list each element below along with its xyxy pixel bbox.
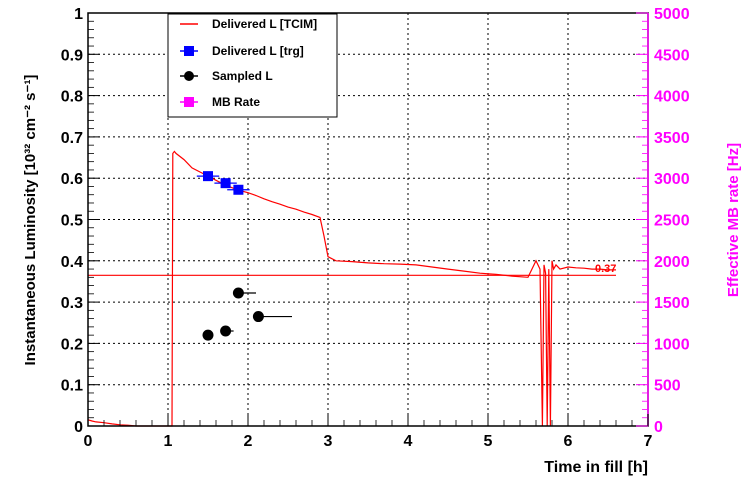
legend-label-mb-rate: MB Rate [212,95,260,109]
y-axis-label-right: Effective MB rate [Hz] [725,143,742,297]
y-tick-label-right: 2500 [654,213,690,230]
series-line-delivered-tcim [87,150,616,427]
point-delivered-trg [233,184,244,195]
y-tick-label-right: 0 [654,419,663,436]
point-sampled [252,311,264,323]
y-tick-label-left: 0.6 [61,171,83,188]
y-tick-label-left: 0.4 [61,254,83,271]
y-tick-label-right: 3000 [654,171,690,188]
data-layer [87,150,616,427]
y-tick-label-left: 0.2 [61,336,83,353]
value-annotation: 0.37 [595,263,616,275]
y-tick-label-left: 0.3 [61,295,83,312]
y-axis-label-left: Instantaneous Luminosity [10³² cm⁻² s⁻¹] [22,75,39,366]
y-tick-label-right: 2000 [654,254,690,271]
legend: Delivered L [TCIM] Delivered L [trg] Sam… [167,13,338,118]
legend-box [167,13,338,118]
grid-lines [88,13,648,426]
x-tick-label: 1 [164,433,173,450]
y-tick-label-right: 500 [654,378,681,395]
legend-swatch-delivered-trg [184,46,194,56]
y-tick-label-right: 1000 [654,336,690,353]
x-tick-label: 3 [324,433,333,450]
x-tick-label: 2 [244,433,253,450]
axis-ticks: 00.10.20.30.40.50.60.70.80.9105001000150… [61,6,690,450]
y-tick-label-left: 0.8 [61,89,83,106]
point-delivered-trg [203,171,213,182]
legend-label-sampled: Sampled L [212,69,273,83]
x-tick-label: 0 [84,433,93,450]
x-tick-label: 5 [484,433,493,450]
point-delivered-trg [220,178,231,189]
legend-swatch-sampled [184,71,194,81]
y-tick-label-left: 0.9 [61,47,83,64]
y-tick-label-right: 3500 [654,130,690,147]
y-tick-label-left: 1 [74,6,83,23]
y-tick-label-left: 0.1 [61,378,83,395]
x-tick-label: 6 [564,433,573,450]
point-sampled [202,329,214,341]
y-tick-label-right: 1500 [654,295,690,312]
point-sampled [232,287,244,299]
y-tick-label-left: 0.5 [61,213,83,230]
y-tick-label-left: 0 [74,419,83,436]
y-tick-label-left: 0.7 [61,130,83,147]
x-tick-label: 4 [404,433,413,450]
y-tick-label-right: 5000 [654,6,690,23]
legend-label-delivered-trg: Delivered L [trg] [212,44,304,58]
point-sampled [220,325,232,337]
y-tick-label-right: 4000 [654,89,690,106]
legend-swatch-mb-rate [184,97,194,107]
x-tick-label: 7 [644,433,653,450]
x-axis-label: Time in fill [h] [544,459,648,476]
legend-label-delivered-tcim: Delivered L [TCIM] [212,17,317,31]
y-tick-label-right: 4500 [654,47,690,64]
